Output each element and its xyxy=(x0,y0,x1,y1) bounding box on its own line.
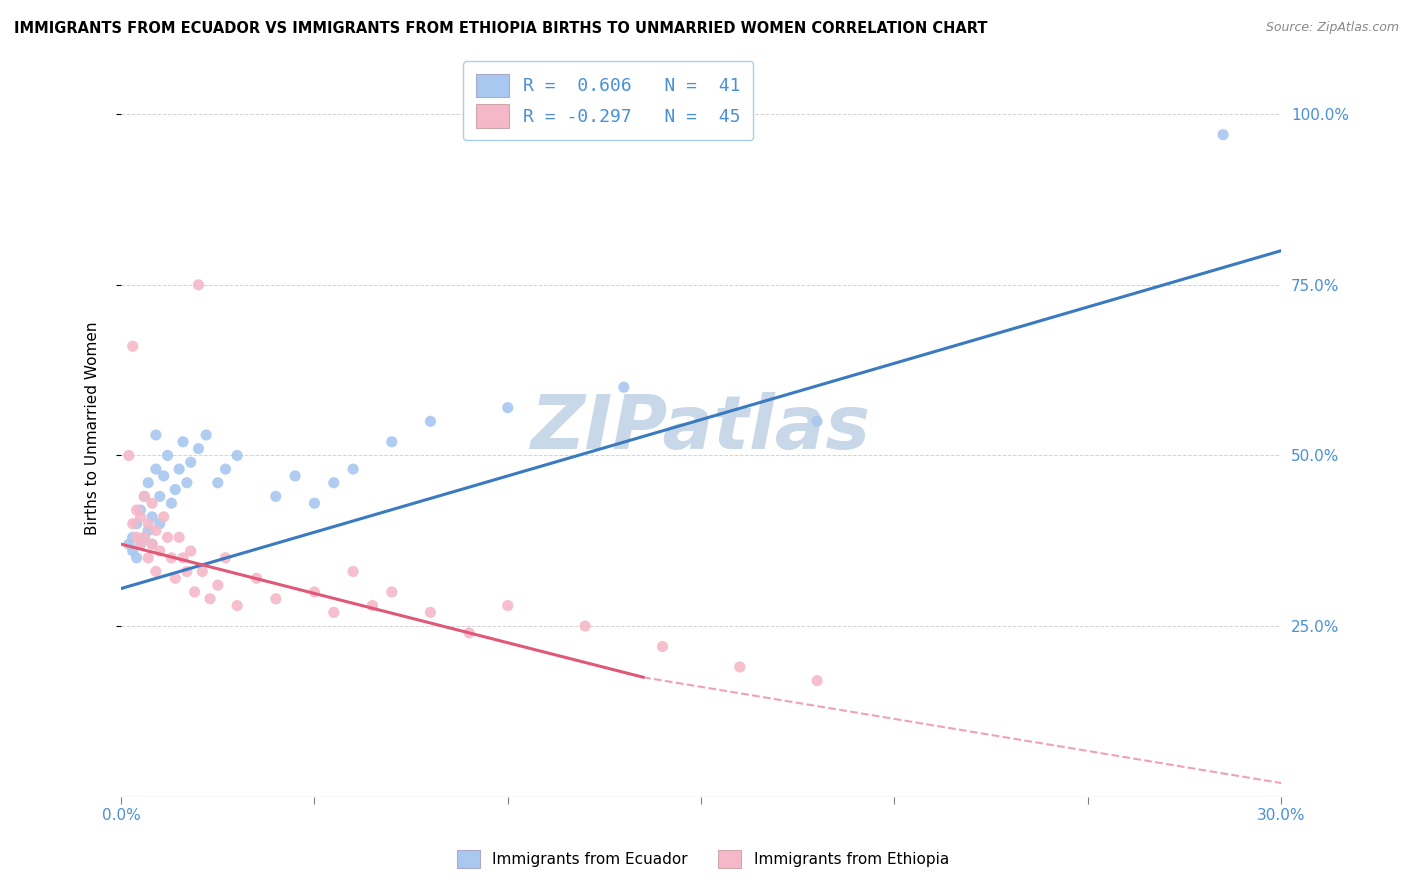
Point xyxy=(141,537,163,551)
Point xyxy=(118,449,141,463)
Legend: R =  0.606   N =  41, R = -0.297   N =  45: R = 0.606 N = 41, R = -0.297 N = 45 xyxy=(464,62,754,140)
Point xyxy=(165,571,187,585)
Point xyxy=(176,565,198,579)
Y-axis label: Births to Unmarried Women: Births to Unmarried Women xyxy=(86,321,100,535)
Point xyxy=(134,530,156,544)
Point xyxy=(176,475,198,490)
Point xyxy=(183,585,205,599)
Point xyxy=(284,469,307,483)
Point xyxy=(195,428,218,442)
Point xyxy=(134,489,156,503)
Point xyxy=(129,503,152,517)
Point xyxy=(214,462,236,476)
Legend: Immigrants from Ecuador, Immigrants from Ethiopia: Immigrants from Ecuador, Immigrants from… xyxy=(450,843,956,875)
Point xyxy=(187,277,209,292)
Point xyxy=(160,550,183,565)
Point xyxy=(191,565,214,579)
Point xyxy=(125,503,148,517)
Point xyxy=(322,606,344,620)
Point xyxy=(226,599,249,613)
Point xyxy=(264,591,287,606)
Point xyxy=(134,530,156,544)
Point xyxy=(342,565,364,579)
Point xyxy=(651,640,673,654)
Text: ZIPatlas: ZIPatlas xyxy=(531,392,872,465)
Point xyxy=(180,544,202,558)
Text: IMMIGRANTS FROM ECUADOR VS IMMIGRANTS FROM ETHIOPIA BIRTHS TO UNMARRIED WOMEN CO: IMMIGRANTS FROM ECUADOR VS IMMIGRANTS FR… xyxy=(14,21,987,36)
Point xyxy=(419,414,441,428)
Point xyxy=(125,516,148,531)
Point xyxy=(149,544,172,558)
Point xyxy=(613,380,636,394)
Point xyxy=(136,475,159,490)
Point xyxy=(152,509,174,524)
Point xyxy=(1212,128,1234,142)
Point xyxy=(121,544,143,558)
Point xyxy=(187,442,209,456)
Point xyxy=(245,571,267,585)
Point xyxy=(149,489,172,503)
Point xyxy=(381,434,404,449)
Point xyxy=(214,550,236,565)
Point xyxy=(207,475,229,490)
Point xyxy=(264,489,287,503)
Point xyxy=(125,550,148,565)
Point xyxy=(118,537,141,551)
Point xyxy=(145,565,167,579)
Point xyxy=(136,550,159,565)
Point xyxy=(145,428,167,442)
Point xyxy=(226,449,249,463)
Point xyxy=(160,496,183,510)
Point xyxy=(381,585,404,599)
Point xyxy=(322,475,344,490)
Point xyxy=(156,530,179,544)
Point xyxy=(806,414,828,428)
Point xyxy=(136,516,159,531)
Point xyxy=(180,455,202,469)
Point xyxy=(496,599,519,613)
Point xyxy=(156,449,179,463)
Point xyxy=(574,619,596,633)
Point xyxy=(141,537,163,551)
Point xyxy=(167,462,190,476)
Point xyxy=(121,516,143,531)
Point xyxy=(134,489,156,503)
Point xyxy=(172,550,194,565)
Point xyxy=(198,591,221,606)
Point xyxy=(121,530,143,544)
Point xyxy=(145,524,167,538)
Point xyxy=(496,401,519,415)
Point xyxy=(167,530,190,544)
Point xyxy=(149,516,172,531)
Point xyxy=(172,434,194,449)
Point xyxy=(121,339,143,353)
Point xyxy=(304,585,326,599)
Point xyxy=(207,578,229,592)
Point xyxy=(342,462,364,476)
Text: Source: ZipAtlas.com: Source: ZipAtlas.com xyxy=(1265,21,1399,34)
Point xyxy=(419,606,441,620)
Point xyxy=(152,469,174,483)
Point xyxy=(165,483,187,497)
Point xyxy=(458,626,481,640)
Point xyxy=(125,530,148,544)
Point xyxy=(806,673,828,688)
Point xyxy=(141,496,163,510)
Point xyxy=(145,462,167,476)
Point xyxy=(129,537,152,551)
Point xyxy=(361,599,384,613)
Point xyxy=(304,496,326,510)
Point xyxy=(141,509,163,524)
Point xyxy=(728,660,751,674)
Point xyxy=(136,524,159,538)
Point xyxy=(129,509,152,524)
Point xyxy=(129,537,152,551)
